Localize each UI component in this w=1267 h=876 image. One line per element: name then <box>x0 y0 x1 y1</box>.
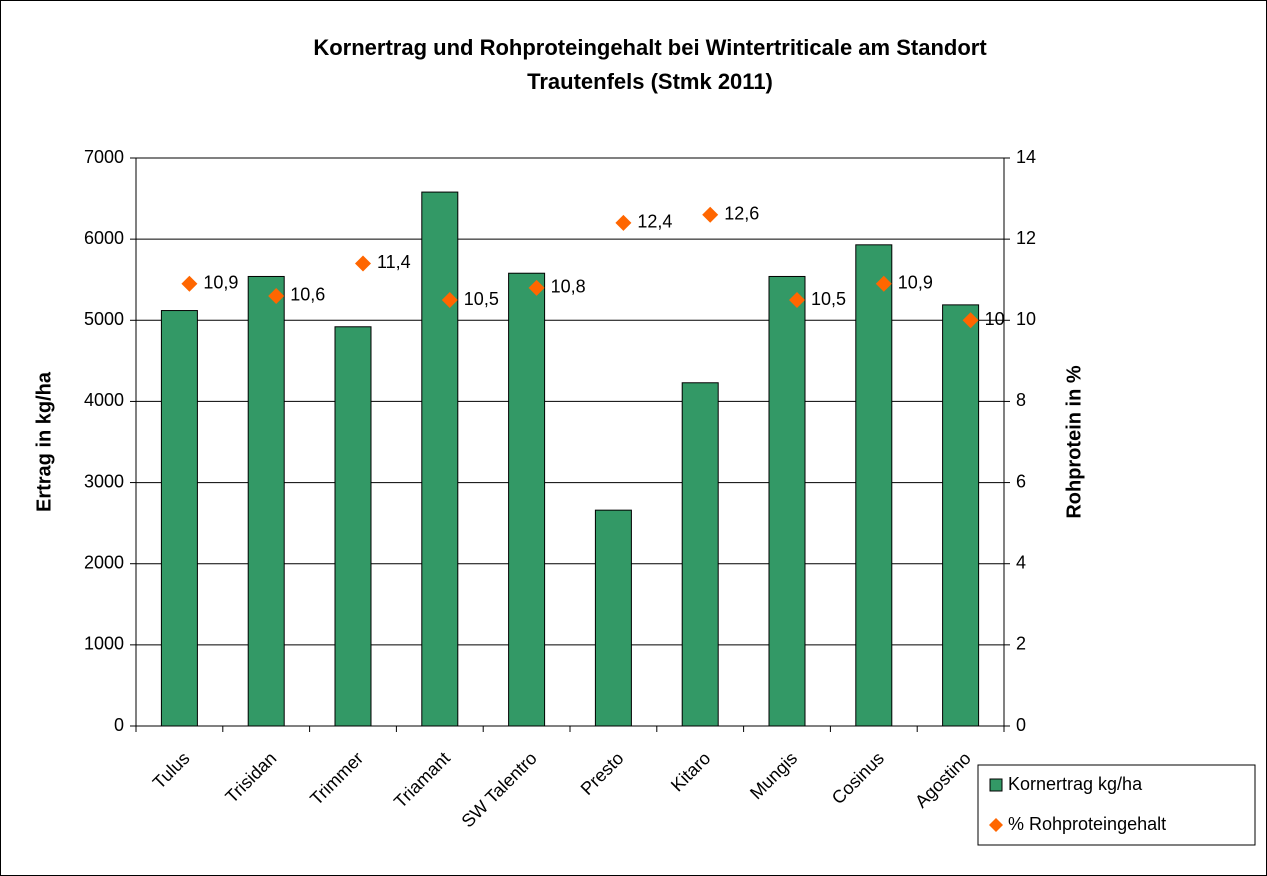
y2-tick-label: 0 <box>1016 715 1026 735</box>
y2-tick-label: 4 <box>1016 552 1026 572</box>
bar <box>508 272 546 727</box>
y-tick-label: 7000 <box>84 147 124 167</box>
y-tick-label: 2000 <box>84 552 124 572</box>
diamond-marker <box>441 292 458 308</box>
y2-tick-label: 14 <box>1016 147 1036 167</box>
data-label: 10,6 <box>290 285 325 305</box>
y-axis-title: Ertrag in kg/ha <box>33 371 55 512</box>
y2-tick-label: 6 <box>1016 471 1026 491</box>
diamond-marker <box>875 275 892 292</box>
data-label: 12,4 <box>637 212 672 232</box>
y-tick-label: 4000 <box>84 390 124 410</box>
bar <box>334 326 372 727</box>
data-label: 10,5 <box>811 289 846 309</box>
y2-tick-label: 10 <box>1016 309 1036 329</box>
data-label: 10,5 <box>464 289 499 309</box>
legend-box <box>977 764 1256 846</box>
bar <box>594 509 632 727</box>
diamond-marker <box>702 206 719 223</box>
y-tick-label: 5000 <box>84 309 124 329</box>
y-tick-label: 0 <box>114 715 124 735</box>
data-label: 10,9 <box>898 273 933 293</box>
data-label: 10,9 <box>203 273 238 293</box>
bar <box>855 244 893 727</box>
diamond-marker <box>789 292 805 308</box>
chart-title: Kornertrag und Rohproteingehalt bei Wint… <box>313 35 987 60</box>
data-label: 10 <box>985 309 1005 329</box>
diamond-marker <box>528 279 545 296</box>
y2-tick-label: 12 <box>1016 228 1036 248</box>
bar <box>942 304 980 727</box>
y-tick-label: 3000 <box>84 471 124 491</box>
y2-tick-label: 8 <box>1016 390 1026 410</box>
bar <box>160 310 198 727</box>
legend-label: % Rohproteingehalt <box>1008 814 1166 834</box>
data-label: 11,4 <box>377 252 411 272</box>
y2-axis-title: Rohprotein in % <box>1063 365 1085 519</box>
bar <box>421 191 459 727</box>
legend-label: Kornertrag kg/ha <box>1008 774 1143 794</box>
diamond-marker <box>268 287 285 304</box>
diamond-marker <box>355 255 371 272</box>
diamond-marker <box>615 214 632 231</box>
bar <box>681 382 719 727</box>
data-label: 12,6 <box>724 204 759 224</box>
y-tick-label: 6000 <box>84 228 124 248</box>
data-label: 10,8 <box>551 277 586 297</box>
y-tick-label: 1000 <box>84 634 124 654</box>
legend-swatch <box>989 778 1003 792</box>
legend-swatch <box>989 818 1003 832</box>
bar <box>768 275 806 727</box>
bar <box>247 275 285 727</box>
diamond-marker <box>962 312 979 329</box>
diamond-marker <box>181 275 198 292</box>
chart-title: Trautenfels (Stmk 2011) <box>527 69 773 94</box>
y2-tick-label: 2 <box>1016 634 1026 654</box>
